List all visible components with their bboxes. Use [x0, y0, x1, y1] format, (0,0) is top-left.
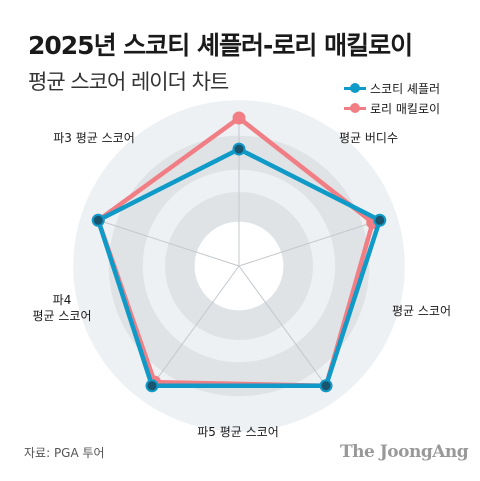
legend-item-mcilroy: 로리 매킬로이: [344, 98, 440, 118]
legend-label-scheffler: 스코티 셰플러: [370, 81, 441, 96]
source-note: 자료: PGA 투어: [24, 446, 105, 460]
axis-label: 파3 평균 스코어: [53, 131, 135, 145]
legend-swatch-mcilroy: [344, 103, 366, 113]
data-point-scheffler: [373, 213, 387, 227]
axis-label: 평균 버디수: [339, 131, 398, 145]
legend: 스코티 셰플러 로리 매킬로이: [344, 78, 440, 118]
legend-swatch-scheffler: [344, 83, 366, 93]
data-point-mcilroy: [232, 111, 246, 125]
axis-spoke: [238, 265, 327, 387]
axis-spoke: [151, 265, 240, 387]
data-point-scheffler: [91, 213, 105, 227]
data-point-scheffler: [145, 379, 159, 393]
axis-spoke: [238, 219, 380, 267]
axis-label: 파4 평균 스코어: [32, 293, 91, 323]
axis-spoke: [98, 219, 240, 267]
data-point-scheffler: [232, 142, 246, 156]
publisher-logo: The JoongAng: [340, 442, 469, 462]
series-line-scheffler: [95, 146, 383, 388]
chart-subtitle: 평균 스코어 레이더 차트: [28, 70, 229, 94]
legend-item-scheffler: 스코티 셰플러: [344, 78, 440, 98]
chart-title: 2025년 스코티 셰플러-로리 매킬로이: [28, 31, 413, 60]
legend-label-mcilroy: 로리 매킬로이: [370, 101, 441, 116]
axis-label: 파5 평균 스코어: [197, 425, 279, 439]
data-point-scheffler: [319, 379, 333, 393]
axis-label: 평균 스코어: [392, 304, 451, 318]
